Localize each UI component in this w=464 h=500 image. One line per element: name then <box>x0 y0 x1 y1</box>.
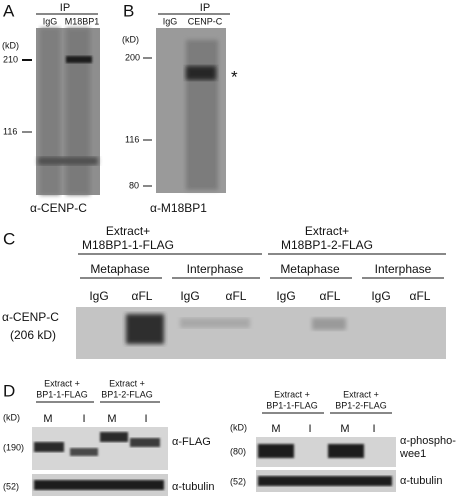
lane-label: αFL <box>226 289 247 303</box>
size-label: (52) <box>3 481 19 491</box>
lane-label: I <box>144 413 147 425</box>
phase-label: Interphase <box>187 262 244 276</box>
size-label: (52) <box>230 476 246 486</box>
asterisk: * <box>231 67 238 86</box>
unit-label: (kD) <box>122 34 139 44</box>
panel-label: D <box>3 381 15 400</box>
lane-label: αFL <box>320 289 341 303</box>
band <box>258 476 392 486</box>
panel-label: C <box>3 229 15 248</box>
marker-label: 116 <box>3 126 17 136</box>
antibody-label: wee1 <box>399 448 426 460</box>
ip-label: IP <box>200 2 210 14</box>
lane-label: IgG <box>43 16 58 26</box>
ip-label: IP <box>60 2 70 14</box>
extract-label: Extract+ <box>106 224 150 238</box>
band <box>38 157 98 165</box>
unit-label: (kD) <box>230 422 247 432</box>
antibody-label: α-CENP-C <box>30 201 87 215</box>
construct-label: M18BP1-2-FLAG <box>281 238 373 252</box>
construct-label: BP1-2-FLAG <box>335 400 387 410</box>
phase-label: Interphase <box>375 262 432 276</box>
lane-label: M <box>107 413 116 425</box>
lane <box>186 40 218 190</box>
marker-label: 116 <box>125 134 139 144</box>
band <box>312 318 346 330</box>
lane-label: I <box>308 423 311 435</box>
construct-label: M18BP1-1-FLAG <box>82 238 174 252</box>
lane-label: CENP-C <box>188 16 223 26</box>
size-label: (80) <box>230 446 246 456</box>
marker-label: 200 <box>125 52 140 62</box>
band <box>328 444 364 458</box>
phase-label: Metaphase <box>280 262 340 276</box>
unit-label: (kD) <box>3 412 20 422</box>
marker-label: 210 <box>3 54 18 64</box>
construct-label: BP1-1-FLAG <box>266 400 318 410</box>
band <box>258 444 294 458</box>
lane-label: αFL <box>132 289 153 303</box>
lane-label: IgG <box>163 16 178 26</box>
lane-label: M <box>340 423 349 435</box>
lane-label: IgG <box>276 289 295 303</box>
lane-label: IgG <box>371 289 390 303</box>
extract-label: Extract + <box>343 389 379 399</box>
construct-label: BP1-1-FLAG <box>36 389 88 399</box>
antibody-label: α-M18BP1 <box>150 201 207 215</box>
band <box>186 66 216 80</box>
band <box>180 318 250 328</box>
band <box>130 438 160 447</box>
lane <box>40 28 60 195</box>
lane-label: αFL <box>410 289 431 303</box>
extract-label: Extract+ <box>305 224 349 238</box>
lane-label: M18BP1 <box>65 16 100 26</box>
panel-label: A <box>3 1 15 20</box>
lane <box>66 28 90 195</box>
antibody-label: α-tubulin <box>172 481 214 493</box>
antibody-label: α-phospho- <box>400 435 456 447</box>
band <box>70 448 98 456</box>
lane-label: IgG <box>89 289 108 303</box>
marker-label: 80 <box>129 180 139 190</box>
extract-label: Extract + <box>274 389 310 399</box>
band <box>126 314 164 344</box>
extract-label: Extract + <box>44 378 80 388</box>
antibody-label: α-CENP-C <box>2 310 59 324</box>
lane-label: M <box>271 423 280 435</box>
unit-label: (kD) <box>2 40 19 50</box>
lane-label: M <box>43 413 52 425</box>
band <box>34 480 164 490</box>
panel-label: B <box>123 1 134 20</box>
antibody-label: α-FLAG <box>172 436 211 448</box>
band <box>100 432 128 442</box>
size-label: (190) <box>3 442 24 452</box>
construct-label: BP1-2-FLAG <box>101 389 153 399</box>
lane-label: IgG <box>180 289 199 303</box>
lane-label: I <box>372 423 375 435</box>
phase-label: Metaphase <box>90 262 150 276</box>
antibody-label: α-tubulin <box>400 475 442 487</box>
band <box>34 442 64 452</box>
extract-label: Extract + <box>109 378 145 388</box>
lane-label: I <box>82 413 85 425</box>
size-label: (206 kD) <box>10 328 56 342</box>
band <box>66 56 92 63</box>
